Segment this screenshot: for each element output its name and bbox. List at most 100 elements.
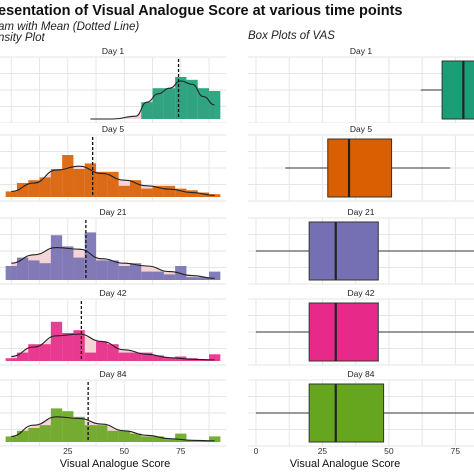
histogram-bar xyxy=(28,428,40,442)
left-x-tick-label: 75 xyxy=(176,446,186,456)
histogram-bar xyxy=(197,440,210,442)
left-x-tick-label: 25 xyxy=(63,446,73,456)
box-strip-bg xyxy=(248,45,474,57)
histogram-bar xyxy=(129,180,142,197)
histogram-bar xyxy=(186,277,198,280)
boxplot-facet-day-84: Day 84 xyxy=(248,368,474,447)
histogram-bar xyxy=(209,194,221,197)
histogram-bar xyxy=(118,352,130,361)
histogram-bar xyxy=(152,355,164,361)
histogram-bar xyxy=(152,436,164,442)
histogram-bar xyxy=(141,436,153,442)
histogram-bar xyxy=(197,359,210,361)
density-line xyxy=(11,333,215,361)
facet-strip-label: Day 84 xyxy=(100,369,127,379)
box xyxy=(441,60,474,120)
histogram-bar xyxy=(96,260,108,280)
histogram-bar xyxy=(28,260,40,280)
histogram-bar xyxy=(118,266,130,280)
left-subtitle-line-2: nsity Plot xyxy=(0,32,45,44)
histogram-bar xyxy=(152,271,164,280)
histogram-bar xyxy=(163,185,176,197)
histogram-bar xyxy=(50,408,63,442)
histogram-bar xyxy=(62,333,74,361)
histogram-bar xyxy=(39,344,51,361)
facet-strip-label: Day 1 xyxy=(350,46,372,56)
histogram-bar xyxy=(141,271,153,280)
boxplot-facet-day-5: Day 5 xyxy=(248,123,474,202)
left-x-tick-label: 50 xyxy=(120,446,130,456)
histogram-bar xyxy=(175,188,187,197)
hist-strip-bg xyxy=(0,206,226,218)
density-line xyxy=(90,80,215,120)
histogram-facet-day-42: Day 42 xyxy=(0,287,226,366)
histogram-bar xyxy=(50,235,63,280)
histogram-bar xyxy=(16,352,29,361)
histogram-bar xyxy=(197,88,210,119)
right-x-tick-label: 50 xyxy=(384,446,394,456)
histogram-bar xyxy=(197,192,210,197)
histogram-bar xyxy=(118,430,130,442)
histogram-facet-day-1: Day 1 xyxy=(0,45,226,124)
histogram-bar xyxy=(50,169,63,197)
facet-strip-label: Day 5 xyxy=(102,124,124,134)
histogram-bar xyxy=(197,277,210,280)
histogram-bar xyxy=(84,352,97,361)
box-strip-bg xyxy=(248,123,474,135)
histogram-bar xyxy=(16,430,29,442)
facet-strip-label: Day 42 xyxy=(100,288,127,298)
histogram-facet-day-5: Day 5 xyxy=(0,123,226,202)
density-line xyxy=(11,246,215,279)
histogram-bar xyxy=(209,271,221,280)
hist-strip-bg xyxy=(0,368,226,380)
histogram-bar xyxy=(186,79,198,119)
histogram-bar xyxy=(96,425,108,442)
histogram-bar xyxy=(129,433,142,442)
histogram-bar xyxy=(84,425,97,442)
histogram-bar xyxy=(5,436,17,442)
histogram-bar xyxy=(118,185,130,197)
histogram-bar xyxy=(186,440,198,442)
boxplot-panels: Day 1 Day 5 Day 21 Day 42 Day 84 0 25 50 75 xyxy=(248,45,474,456)
histogram-facet-day-21: Day 21 xyxy=(0,206,226,285)
histogram-bar xyxy=(175,77,187,119)
density-line xyxy=(11,165,215,196)
left-x-axis-label: Visual Analogue Score xyxy=(60,458,171,470)
histogram-facet-day-84: Day 84 xyxy=(0,368,226,447)
histogram-bar xyxy=(39,263,51,280)
facet-strip-label: Day 42 xyxy=(348,288,375,298)
histogram-bar xyxy=(129,352,142,361)
histogram-bar xyxy=(50,321,63,361)
histogram-bar xyxy=(107,430,119,442)
right-x-tick-label: 75 xyxy=(451,446,461,456)
histogram-bar xyxy=(163,439,176,442)
hist-strip-bg xyxy=(0,123,226,135)
histogram-bar xyxy=(73,416,85,442)
box-strip-bg xyxy=(248,287,474,299)
hist-strip-bg xyxy=(0,287,226,299)
histogram-bar xyxy=(39,425,51,442)
facet-strip-label: Day 21 xyxy=(348,207,375,217)
boxplot-facet-day-21: Day 21 xyxy=(248,206,474,285)
histogram-bar xyxy=(152,88,164,119)
facet-strip-label: Day 21 xyxy=(100,207,127,217)
box-strip-bg xyxy=(248,206,474,218)
left-subtitle-line-1: am with Mean (Dotted Line) xyxy=(0,21,139,33)
histogram-bar xyxy=(96,341,108,361)
histogram-bar xyxy=(28,180,40,197)
histogram-bar xyxy=(141,352,153,361)
facet-strip-label: Day 1 xyxy=(102,46,124,56)
histogram-bar xyxy=(186,190,198,197)
histogram-bar xyxy=(62,411,74,442)
box xyxy=(327,138,393,198)
histogram-bar xyxy=(39,177,51,197)
histogram-bar xyxy=(73,257,85,280)
histogram-bar xyxy=(84,163,97,197)
histogram-bar xyxy=(129,263,142,280)
histogram-bar xyxy=(107,171,119,197)
box xyxy=(308,302,379,362)
right-subtitle: Box Plots of VAS xyxy=(248,30,335,42)
histogram-bar xyxy=(141,188,153,197)
box-strip-bg xyxy=(248,368,474,380)
